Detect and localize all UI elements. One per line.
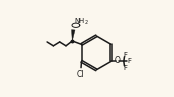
- Polygon shape: [72, 30, 75, 41]
- Text: O: O: [114, 56, 120, 65]
- Text: NH$_2$: NH$_2$: [74, 17, 89, 27]
- Text: F: F: [123, 65, 127, 71]
- Text: F: F: [127, 58, 131, 64]
- Text: F: F: [123, 52, 127, 58]
- Text: Cl: Cl: [77, 70, 84, 79]
